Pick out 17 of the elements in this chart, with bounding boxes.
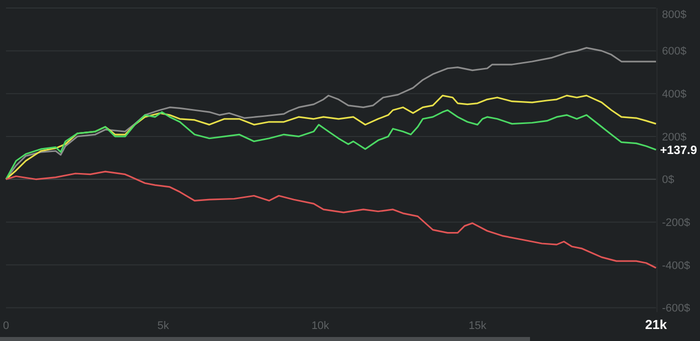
y-tick-label: 0$ xyxy=(662,174,674,186)
x-tick-label: 21k xyxy=(645,317,668,332)
y-tick-label: -400$ xyxy=(662,260,690,272)
x-tick-label: 15k xyxy=(468,320,487,332)
line-series xyxy=(5,170,657,269)
line-series xyxy=(5,94,657,180)
y-tick-label: 200$ xyxy=(662,131,686,144)
annotation: +137.9 xyxy=(660,142,698,157)
x-tick-label: 5k xyxy=(157,320,170,332)
y-tick-label: 600$ xyxy=(662,46,686,58)
x-tick-label: 10k xyxy=(311,320,330,332)
y-tick-label: 800$ xyxy=(662,8,686,21)
line-series xyxy=(5,109,657,180)
y-tick-label: 400$ xyxy=(662,88,686,100)
y-tick-label: -600$ xyxy=(662,302,690,315)
y-tick-label: -200$ xyxy=(662,216,690,229)
x-tick-label: 0 xyxy=(2,320,10,332)
